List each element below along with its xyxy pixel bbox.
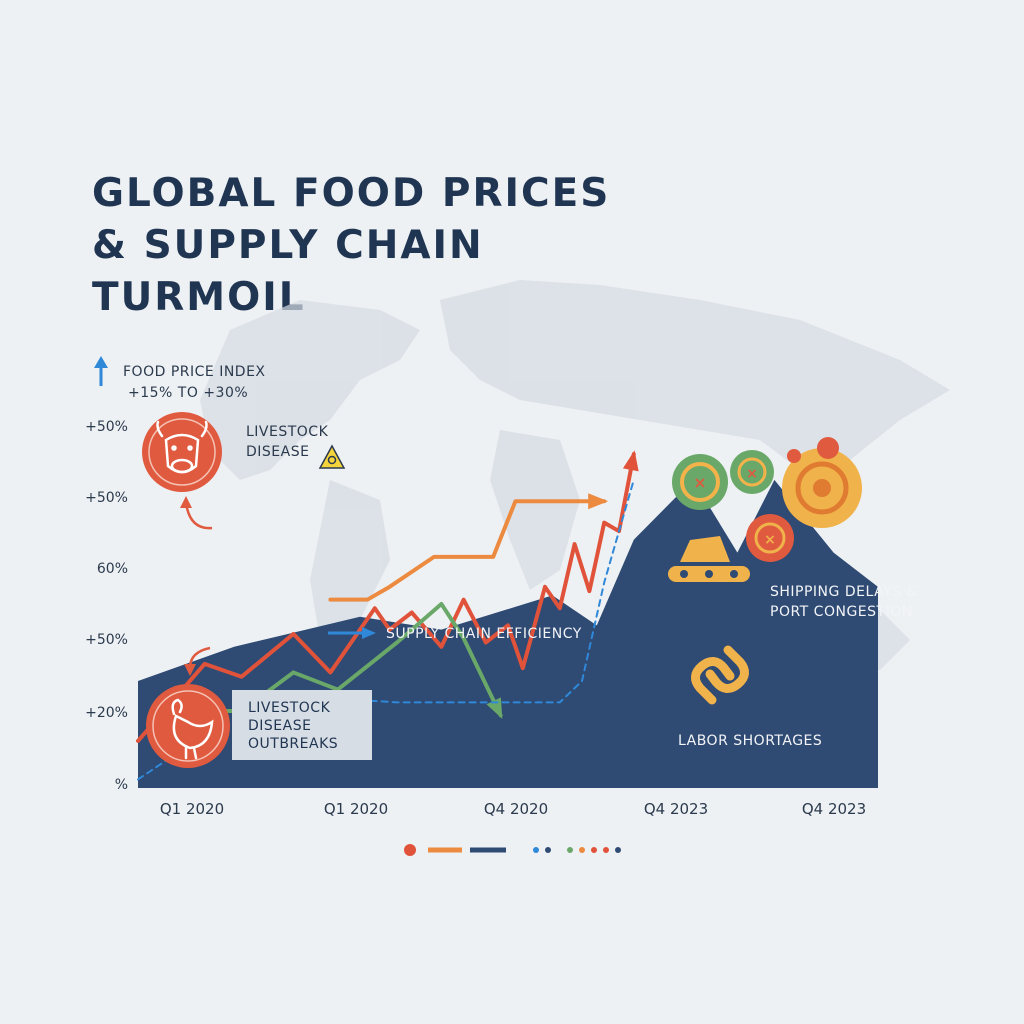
cow-icon bbox=[142, 412, 222, 492]
y-tick-label: +50% bbox=[85, 490, 128, 506]
x-tick-label: Q4 2020 bbox=[484, 800, 548, 818]
livestock-label: LIVESTOCK bbox=[246, 424, 329, 440]
outbreaks-label: LIVESTOCK bbox=[248, 700, 331, 716]
legend-dot bbox=[545, 847, 551, 853]
svg-text:×: × bbox=[693, 473, 706, 492]
y-tick-label: +20% bbox=[85, 705, 128, 721]
x-tick-label: Q4 2023 bbox=[802, 800, 866, 818]
series-arrowhead bbox=[622, 450, 639, 472]
svg-text:×: × bbox=[764, 532, 776, 548]
shipping-label: PORT CONGESTION bbox=[770, 604, 913, 620]
y-tick-label: +50% bbox=[85, 419, 128, 435]
axes-group: +50% +50% 60% +50% +20%% Q1 2020 Q1 2020 Q4 202… bbox=[85, 419, 866, 818]
curved-arrow-head bbox=[180, 496, 192, 508]
error-marker bbox=[787, 449, 801, 463]
y-tick-label: % bbox=[115, 777, 128, 793]
food-index-label: FOOD PRICE INDEX bbox=[123, 364, 266, 380]
legend-dot bbox=[567, 847, 573, 853]
line-series bbox=[328, 499, 607, 602]
gear-icon: × bbox=[746, 514, 794, 562]
livestock-annotation: LIVESTOCK DISEASE bbox=[246, 424, 346, 469]
up-arrow-icon bbox=[94, 356, 108, 386]
chicken-icon bbox=[146, 684, 230, 768]
x-tick-label: Q1 2020 bbox=[324, 800, 388, 818]
gear-icon bbox=[782, 448, 862, 528]
conveyor-icon bbox=[668, 536, 750, 582]
outbreaks-label: DISEASE bbox=[248, 718, 311, 734]
gear-icon: × bbox=[672, 454, 728, 510]
supply-chain-label: SUPPLY CHAIN EFFICIENCY bbox=[386, 626, 582, 642]
title-line: TURMOIL bbox=[92, 275, 306, 320]
labor-label: LABOR SHORTAGES bbox=[678, 733, 822, 749]
error-marker bbox=[817, 437, 839, 459]
title-line: GLOBAL FOOD PRICES bbox=[92, 171, 611, 216]
curved-arrow-head bbox=[184, 664, 196, 676]
y-tick-label: +50% bbox=[85, 632, 128, 648]
gear-icon: × bbox=[730, 450, 774, 494]
shipping-label: SHIPPING DELAYS & bbox=[770, 584, 918, 600]
biohazard-icon bbox=[318, 444, 346, 469]
chain-link-icon bbox=[691, 645, 749, 705]
x-tick-label: Q1 2020 bbox=[160, 800, 224, 818]
legend-dot bbox=[533, 847, 539, 853]
legend-dot bbox=[603, 847, 609, 853]
line-series bbox=[136, 452, 636, 743]
y-tick-label: 60% bbox=[97, 561, 128, 577]
food-index-annotation: FOOD PRICE INDEX +15% TO +30% bbox=[94, 356, 266, 401]
shipping-annotation: SHIPPING DELAYS & PORT CONGESTION bbox=[770, 584, 918, 620]
gear-cluster: × × × bbox=[672, 437, 862, 562]
title-line: & SUPPLY CHAIN bbox=[92, 223, 484, 268]
legend-dot bbox=[591, 847, 597, 853]
legend bbox=[404, 844, 621, 856]
legend-dot bbox=[579, 847, 585, 853]
chart-title: GLOBAL FOOD PRICES & SUPPLY CHAIN TURMOI… bbox=[92, 168, 792, 324]
livestock-label: DISEASE bbox=[246, 444, 309, 460]
outbreaks-label: OUTBREAKS bbox=[248, 736, 338, 752]
svg-text:×: × bbox=[746, 466, 758, 482]
world-map-background bbox=[200, 280, 950, 670]
series-arrowhead bbox=[588, 493, 609, 510]
food-index-range: +15% TO +30% bbox=[128, 385, 248, 401]
legend-dot bbox=[404, 844, 416, 856]
legend-dot bbox=[615, 847, 621, 853]
outbreaks-annotation: LIVESTOCK DISEASE OUTBREAKS bbox=[248, 700, 338, 752]
x-tick-label: Q4 2023 bbox=[644, 800, 708, 818]
outbreaks-box bbox=[232, 690, 372, 760]
supply-chain-annotation: SUPPLY CHAIN EFFICIENCY bbox=[328, 626, 582, 642]
